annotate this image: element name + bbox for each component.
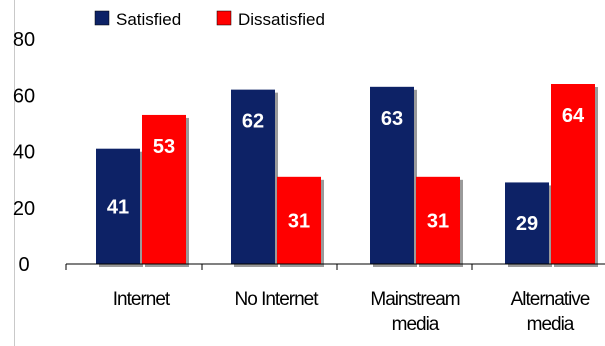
bar-satisfied bbox=[231, 89, 275, 264]
x-axis: Internet No Internet Mainstream mediaAltern… bbox=[65, 263, 605, 335]
legend-label: Dissatisfied bbox=[238, 10, 325, 29]
category-label-line: media bbox=[527, 314, 575, 335]
category-label-line: Alternative bbox=[511, 289, 590, 310]
category-label-line: Mainstream bbox=[370, 289, 459, 310]
category-label: Internet bbox=[113, 289, 171, 310]
bar-dissatisfied bbox=[551, 84, 595, 264]
data-label: 41 bbox=[107, 196, 129, 218]
legend: Satisfied Dissatisfied bbox=[94, 10, 325, 29]
y-tick-label: 20 bbox=[13, 198, 35, 220]
y-tick-label: 80 bbox=[13, 29, 35, 51]
y-axis: 0 20 40 60 80 bbox=[13, 29, 35, 276]
data-label: 53 bbox=[153, 136, 175, 158]
legend-swatch bbox=[94, 10, 110, 26]
bar-dissatisfied bbox=[416, 176, 460, 264]
category-label-line: media bbox=[392, 314, 440, 335]
left-panel-border bbox=[0, 0, 15, 346]
category-label: Mainstream media bbox=[370, 289, 459, 335]
legend-swatch bbox=[216, 10, 232, 26]
bar-dissatisfied bbox=[277, 176, 321, 264]
bars: 41 62 63 29 53 31 31 64 bbox=[96, 84, 598, 267]
legend-label: Satisfied bbox=[116, 10, 181, 29]
data-label: 64 bbox=[562, 105, 585, 127]
category-label-line: No Internet bbox=[235, 289, 320, 310]
bar-satisfied bbox=[96, 148, 140, 264]
y-tick-label: 40 bbox=[13, 142, 35, 164]
category-label: No Internet bbox=[235, 289, 320, 310]
bar-satisfied bbox=[370, 86, 414, 264]
y-tick-label: 0 bbox=[18, 254, 29, 276]
data-label: 62 bbox=[242, 111, 264, 133]
y-tick-label: 60 bbox=[13, 85, 35, 107]
data-label: 29 bbox=[516, 213, 538, 235]
category-label-line: Internet bbox=[113, 289, 171, 310]
bar-satisfied bbox=[505, 182, 549, 264]
data-label: 31 bbox=[427, 210, 449, 232]
bar-dissatisfied bbox=[142, 114, 186, 264]
data-label: 63 bbox=[381, 108, 403, 130]
category-label: Alternative media bbox=[511, 289, 590, 335]
data-label: 31 bbox=[288, 210, 310, 232]
